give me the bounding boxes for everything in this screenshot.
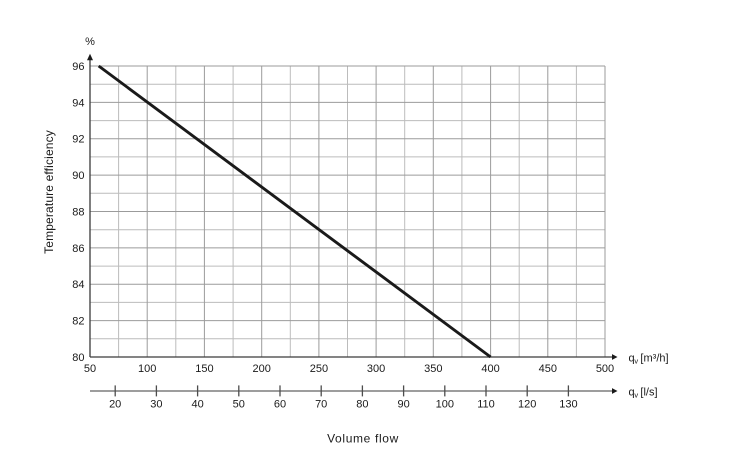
svg-text:60: 60 xyxy=(274,399,286,411)
svg-text:90: 90 xyxy=(397,399,409,411)
svg-text:80: 80 xyxy=(356,399,368,411)
svg-text:500: 500 xyxy=(596,363,614,375)
svg-text:84: 84 xyxy=(72,279,84,291)
svg-text:50: 50 xyxy=(233,399,245,411)
svg-text:120: 120 xyxy=(518,399,536,411)
svg-text:%: % xyxy=(85,36,95,48)
svg-text:90: 90 xyxy=(72,170,84,182)
svg-text:350: 350 xyxy=(424,363,442,375)
svg-text:200: 200 xyxy=(253,363,271,375)
svg-text:50: 50 xyxy=(84,363,96,375)
svg-text:Temperature efficiency: Temperature efficiency xyxy=(42,130,56,254)
svg-text:150: 150 xyxy=(195,363,213,375)
svg-text:92: 92 xyxy=(72,134,84,146)
svg-text:400: 400 xyxy=(481,363,499,375)
svg-text:20: 20 xyxy=(109,399,121,411)
svg-text:100: 100 xyxy=(436,399,454,411)
svg-text:82: 82 xyxy=(72,316,84,328)
svg-text:Volume flow: Volume flow xyxy=(327,431,399,445)
svg-text:70: 70 xyxy=(315,399,327,411)
svg-text:88: 88 xyxy=(72,206,84,218)
svg-text:100: 100 xyxy=(138,363,156,375)
svg-text:96: 96 xyxy=(72,61,84,73)
svg-text:110: 110 xyxy=(477,399,495,411)
svg-text:qv [l/s]: qv [l/s] xyxy=(629,386,658,399)
svg-text:80: 80 xyxy=(72,352,84,364)
svg-text:450: 450 xyxy=(539,363,557,375)
svg-text:250: 250 xyxy=(310,363,328,375)
svg-text:300: 300 xyxy=(367,363,385,375)
svg-text:qv [m³/h]: qv [m³/h] xyxy=(629,352,669,365)
svg-text:86: 86 xyxy=(72,243,84,255)
svg-text:94: 94 xyxy=(72,97,84,109)
svg-text:130: 130 xyxy=(559,399,577,411)
svg-text:40: 40 xyxy=(191,399,203,411)
svg-text:30: 30 xyxy=(150,399,162,411)
